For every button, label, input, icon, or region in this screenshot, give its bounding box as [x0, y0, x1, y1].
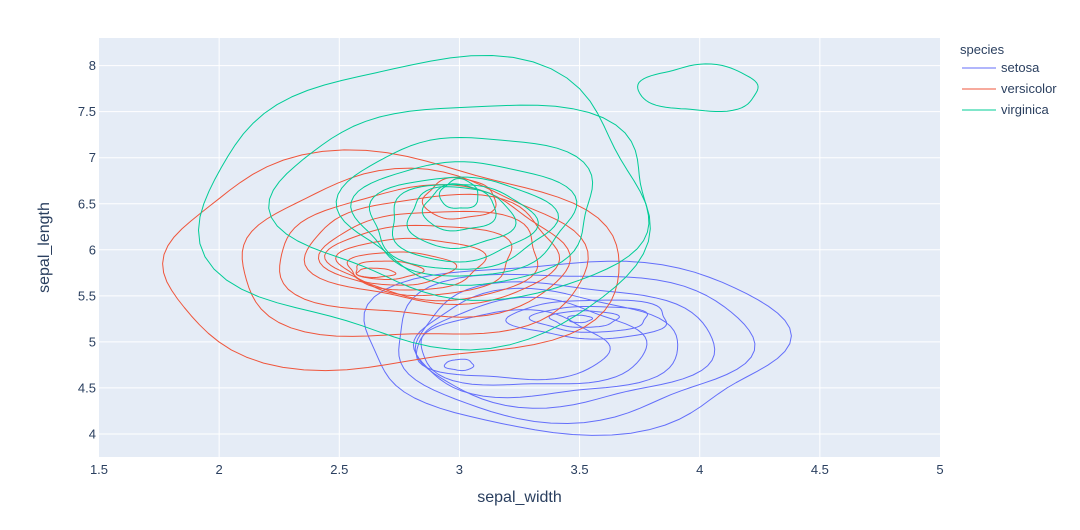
y-tick-label: 5 — [89, 334, 96, 349]
versicolor-contour-line — [355, 267, 397, 278]
virginica-contour-line — [637, 63, 759, 112]
versicolor-contour-line — [162, 149, 620, 372]
setosa-contour-line — [398, 273, 756, 424]
setosa-contour-line — [412, 287, 679, 399]
legend-title: species — [960, 42, 1005, 57]
x-tick-label: 4.5 — [811, 462, 829, 477]
setosa-contour-line — [567, 314, 594, 324]
setosa-contour-line — [548, 310, 620, 328]
x-tick-label: 3 — [456, 462, 463, 477]
setosa-contour-line — [505, 299, 668, 340]
virginica-contour-line — [268, 104, 650, 301]
y-tick-label: 7.5 — [78, 104, 96, 119]
y-tick-label: 4 — [89, 426, 96, 441]
versicolor-contour-line — [241, 167, 589, 337]
versicolor-contour-line — [346, 251, 458, 286]
virginica-contour-line — [198, 55, 651, 351]
x-axis-ticks: 1.5 2 2.5 3 3.5 4 4.5 5 — [90, 462, 944, 477]
y-axis-ticks: 4 4.5 5 5.5 6 6.5 7 7.5 8 — [78, 58, 96, 441]
versicolor-contour-line — [279, 184, 571, 318]
y-tick-label: 8 — [89, 58, 96, 73]
y-tick-label: 6.5 — [78, 196, 96, 211]
virginica-contour-line — [350, 161, 578, 277]
x-tick-label: 3.5 — [571, 462, 589, 477]
plot-background — [99, 38, 940, 457]
y-axis-title: sepal_length — [36, 202, 53, 293]
x-tick-label: 4 — [696, 462, 703, 477]
x-tick-label: 2 — [216, 462, 223, 477]
grid-lines — [99, 38, 940, 457]
versicolor-contour-line — [355, 260, 425, 280]
series-versicolor — [162, 149, 620, 372]
y-tick-label: 4.5 — [78, 380, 96, 395]
versicolor-contour-line — [303, 193, 561, 305]
x-tick-label: 1.5 — [90, 462, 108, 477]
setosa-contour-line — [528, 306, 648, 333]
legend-label-setosa[interactable]: setosa — [1001, 60, 1040, 75]
virginica-contour-line — [392, 184, 539, 263]
versicolor-contour-line — [421, 177, 497, 220]
legend-label-virginica[interactable]: virginica — [1001, 102, 1049, 117]
setosa-contour-line — [416, 309, 611, 381]
contour-layer — [162, 55, 792, 436]
legend: species setosa versicolor virginica — [960, 42, 1057, 117]
versicolor-contour-line — [335, 237, 487, 291]
versicolor-contour-line — [318, 210, 539, 302]
y-tick-label: 6 — [89, 242, 96, 257]
virginica-contour-line — [438, 178, 479, 209]
series-virginica — [198, 55, 759, 351]
x-axis-title: sepal_width — [477, 489, 562, 506]
legend-label-versicolor[interactable]: versicolor — [1001, 81, 1057, 96]
virginica-contour-line — [335, 137, 594, 286]
virginica-contour-line — [368, 176, 559, 270]
x-tick-label: 2.5 — [330, 462, 348, 477]
x-tick-label: 5 — [936, 462, 943, 477]
virginica-contour-line — [406, 186, 517, 249]
setosa-contour-line — [363, 260, 792, 436]
y-tick-label: 5.5 — [78, 288, 96, 303]
setosa-contour-line — [443, 358, 475, 372]
y-tick-label: 7 — [89, 150, 96, 165]
